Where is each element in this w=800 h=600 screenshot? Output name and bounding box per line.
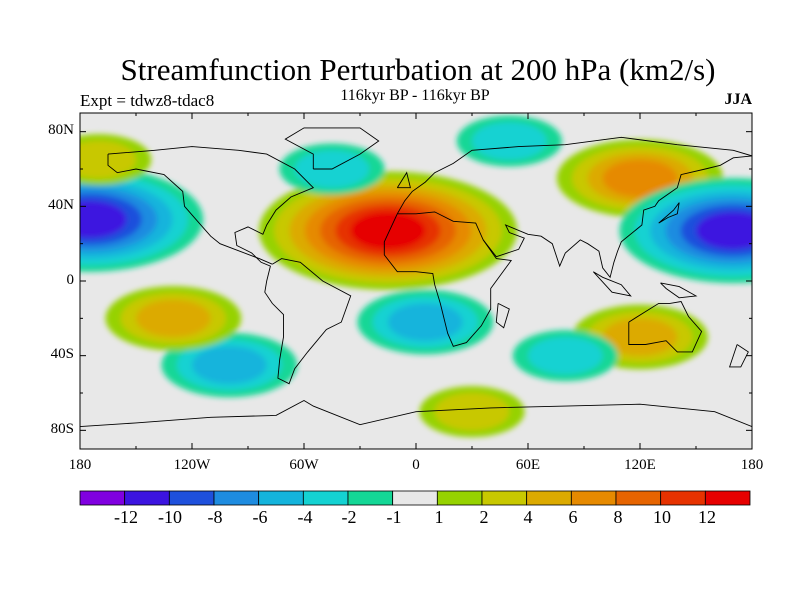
coastline (658, 202, 680, 224)
coastline (728, 344, 749, 368)
colorbar-swatch (347, 490, 394, 506)
colorbar-label: 2 (479, 507, 489, 527)
colorbar-label: 8 (613, 507, 623, 527)
contour-min-arctic-siberia (472, 122, 547, 160)
lon-label-60w: 60W (289, 457, 319, 473)
colorbar-swatch (660, 490, 706, 506)
colorbar-swatch (526, 490, 572, 506)
colorbar-swatch (704, 490, 751, 506)
colorbar-swatch (436, 490, 483, 506)
colorbar-swatch (79, 490, 126, 506)
coastline (660, 282, 698, 299)
colorbar (79, 490, 751, 506)
colorbar-swatch (570, 490, 617, 506)
coastline (107, 154, 273, 265)
coastlines (80, 127, 752, 428)
contour-max-north-africa (350, 211, 426, 250)
contour-max-south-pacific (136, 299, 211, 338)
lon-label-120w: 120W (173, 457, 211, 473)
lat-label-0: 0 (66, 272, 75, 288)
coastline (107, 146, 352, 385)
contour-max-australia (602, 318, 678, 356)
lon-label-180w: 180 (68, 457, 92, 473)
colorbar-label: -1 (386, 507, 402, 527)
colorbar-label: -2 (341, 507, 357, 527)
experiment-label: Expt = tdwz8-tdac8 (80, 91, 215, 110)
page-title: Streamfunction Perturbation at 200 hPa (… (120, 52, 716, 87)
lat-label-40n: 40N (48, 197, 74, 213)
contour-min-west-pacific (696, 211, 752, 250)
season-label: JJA (724, 91, 752, 108)
colorbar-swatch (258, 490, 304, 506)
colorbar-label: -6 (252, 507, 268, 527)
subtitle: 116kyr BP - 116kyr BP (340, 87, 490, 104)
contour-min-east-pacific (80, 200, 127, 239)
colorbar-swatch (302, 490, 349, 506)
lon-label-120e: 120E (624, 457, 656, 473)
colorbar-label: -8 (207, 507, 223, 527)
colorbar-label: 6 (568, 507, 578, 527)
lon-label-60e: 60E (515, 457, 541, 473)
colorbar-swatch (168, 490, 215, 506)
colorbar-swatch (481, 490, 528, 506)
coastline (592, 271, 632, 297)
colorbar-label: -12 (114, 507, 138, 527)
streamfunction-field (80, 115, 752, 438)
lon-label-0: 0 (412, 457, 420, 473)
coastline (383, 211, 513, 347)
coastline (80, 399, 752, 428)
contour-max-central-asia (602, 159, 678, 198)
lat-label-80n: 80N (48, 122, 74, 138)
colorbar-swatch (615, 490, 662, 506)
coastline (628, 301, 703, 353)
lat-label-80s: 80S (50, 421, 74, 437)
contour-min-south-indian (528, 336, 603, 375)
colorbar-label: 10 (653, 507, 671, 527)
colorbar-label: 1 (434, 507, 444, 527)
lat-label-40s: 40S (50, 346, 74, 362)
contour-min-south-atlantic (388, 303, 463, 341)
contour-max-north-pacific (80, 140, 136, 179)
coastline (284, 127, 380, 170)
axis-ticks (79, 113, 753, 449)
coastline (495, 302, 510, 329)
contour-max-southern-ocean (434, 392, 510, 431)
colorbar-label: 12 (698, 507, 716, 527)
coastline (396, 171, 411, 189)
contour-min-south-pacific (192, 346, 267, 384)
colorbar-swatch (392, 490, 438, 506)
lon-label-180e: 180 (740, 457, 764, 473)
colorbar-swatch (124, 490, 170, 506)
colorbar-label: -10 (158, 507, 182, 527)
colorbar-label: -4 (297, 507, 313, 527)
coastline (396, 136, 752, 215)
coastline (482, 155, 752, 279)
colorbar-label: 4 (523, 507, 533, 527)
colorbar-swatch (213, 490, 260, 506)
